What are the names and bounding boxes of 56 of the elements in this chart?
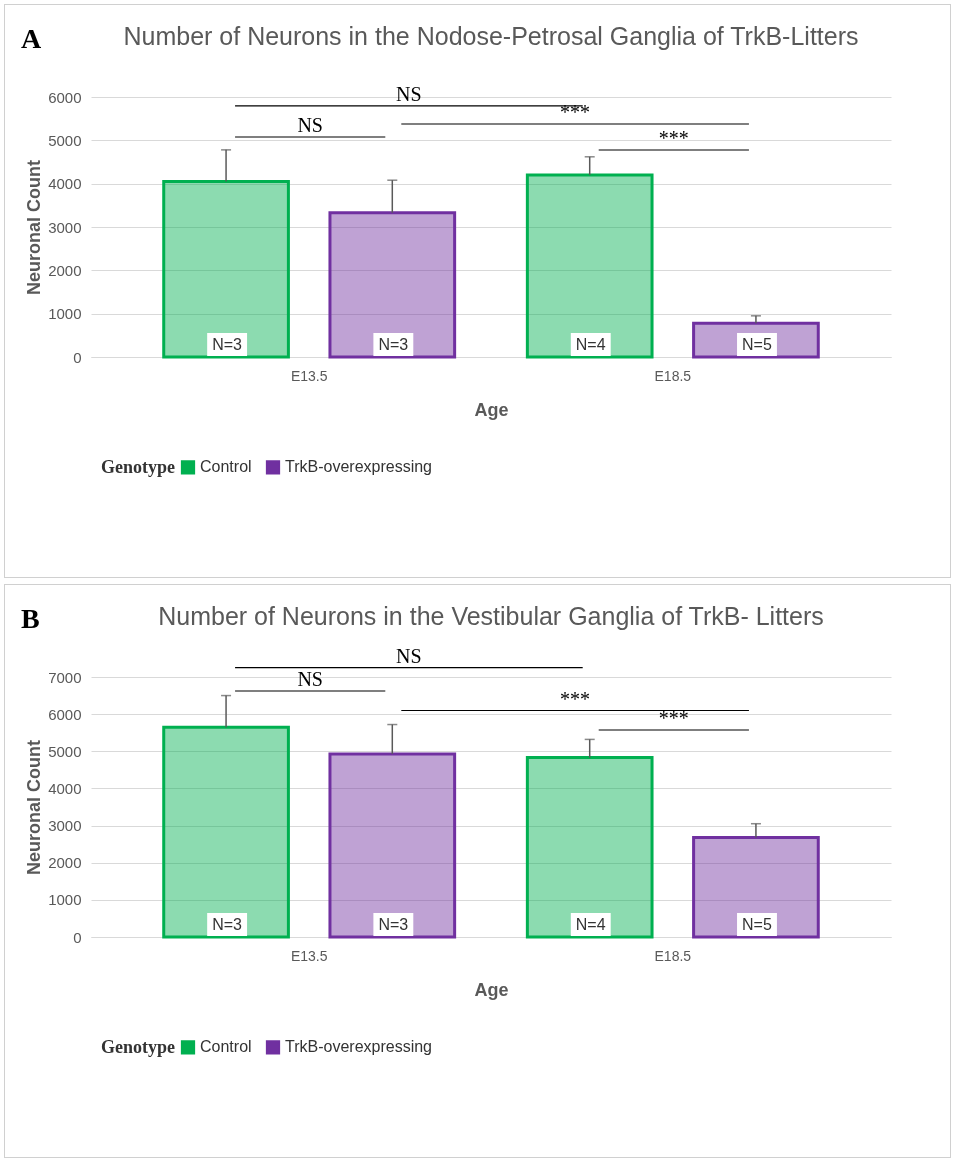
legend-title: Genotype (101, 457, 176, 477)
x-tick-label: E13.5 (290, 947, 328, 964)
x-axis-title: Age (474, 399, 509, 420)
annotation: *** (658, 127, 689, 149)
y-tick-label: 4000 (48, 779, 82, 797)
bar (692, 835, 820, 939)
y-tick-label: 5000 (48, 742, 82, 760)
y-tick-label: 7000 (48, 668, 82, 686)
text: NS (396, 644, 422, 667)
legend-label: Control (200, 1038, 252, 1056)
y-tick-label: 0 (73, 928, 82, 946)
legend-title: Genotype (101, 1037, 176, 1057)
annotation: N=5 (742, 916, 772, 933)
y-tick-label: 0 (73, 348, 82, 366)
y-tick-label: 3000 (48, 817, 82, 835)
x-tick-label: E18.5 (654, 367, 692, 384)
chart-title: Number of Neurons in the Nodose-Petrosal Ganglia of TrkB-Litters (123, 22, 859, 50)
annotation: *** (560, 687, 591, 710)
y-tick-label: 2000 (48, 261, 82, 279)
x-tick-label: E18.5 (654, 947, 692, 964)
annotation: N=4 (575, 916, 606, 933)
annotation: N=3 (212, 336, 243, 353)
y-axis-title: Neuronal Count (24, 160, 45, 295)
annotation: N=3 (378, 336, 409, 353)
bar (162, 725, 290, 939)
x-tick-label: E13.5 (290, 367, 328, 384)
y-tick-label: 3000 (48, 218, 82, 236)
chart-title: Number of Neurons in the Vestibular Ganglia of TrkB- Litters (158, 602, 824, 630)
y-axis-title: Neuronal Count (24, 740, 45, 875)
text: B (21, 603, 40, 635)
bar (162, 180, 290, 359)
y-tick-label: 5000 (48, 131, 82, 149)
bar (328, 211, 457, 359)
annotation: NS (297, 668, 323, 690)
y-tick-label: 2000 (48, 854, 82, 872)
annotation: NS (297, 114, 323, 136)
annotation: N=3 (378, 916, 409, 933)
legend-label: Control (200, 458, 252, 476)
text: A (21, 23, 42, 55)
bar (525, 756, 654, 939)
y-tick-label: 6000 (48, 705, 82, 723)
bar (525, 173, 654, 359)
y-tick-label: 4000 (48, 175, 82, 193)
x-axis-title: Age (474, 979, 509, 1000)
y-tick-label: 6000 (48, 88, 82, 106)
annotation: NS (396, 82, 422, 105)
y-tick-label: 1000 (48, 305, 82, 323)
y-tick-label: 1000 (48, 891, 82, 909)
annotation: N=3 (212, 916, 243, 933)
annotation: N=5 (742, 336, 772, 353)
legend-label: TrkB-overexpressing (285, 1038, 433, 1056)
annotation: N=4 (575, 336, 606, 353)
legend-label: TrkB-overexpressing (285, 458, 433, 476)
annotation: *** (658, 707, 689, 729)
annotation: *** (560, 101, 591, 123)
bar (328, 752, 457, 939)
